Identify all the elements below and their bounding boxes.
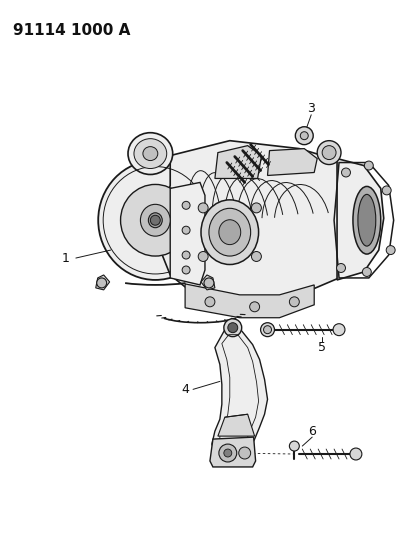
- Circle shape: [182, 226, 190, 234]
- Circle shape: [382, 186, 391, 195]
- Text: 3: 3: [307, 102, 315, 115]
- Ellipse shape: [201, 200, 259, 264]
- Polygon shape: [185, 284, 314, 318]
- Ellipse shape: [98, 160, 213, 280]
- Ellipse shape: [134, 139, 167, 168]
- Ellipse shape: [353, 187, 381, 254]
- Ellipse shape: [148, 213, 162, 228]
- Circle shape: [290, 297, 299, 307]
- Circle shape: [204, 278, 214, 288]
- Circle shape: [363, 268, 371, 277]
- Circle shape: [290, 441, 299, 451]
- Circle shape: [150, 215, 160, 225]
- Polygon shape: [201, 275, 215, 290]
- Ellipse shape: [128, 133, 173, 174]
- Circle shape: [386, 246, 395, 255]
- Ellipse shape: [358, 195, 376, 246]
- Polygon shape: [212, 330, 267, 461]
- Circle shape: [224, 449, 232, 457]
- Circle shape: [322, 146, 336, 159]
- Polygon shape: [215, 146, 261, 179]
- Polygon shape: [267, 149, 317, 175]
- Text: 6: 6: [308, 425, 316, 438]
- Ellipse shape: [121, 184, 190, 256]
- Text: 91114 1000 A: 91114 1000 A: [13, 23, 131, 38]
- Text: 2: 2: [233, 152, 241, 165]
- Circle shape: [182, 266, 190, 274]
- Polygon shape: [218, 414, 255, 436]
- Circle shape: [228, 322, 238, 333]
- Polygon shape: [96, 275, 109, 290]
- Circle shape: [261, 322, 274, 337]
- Circle shape: [342, 168, 350, 177]
- Circle shape: [263, 326, 271, 334]
- Circle shape: [296, 127, 313, 144]
- Circle shape: [239, 447, 251, 459]
- Ellipse shape: [209, 208, 251, 256]
- Text: 1: 1: [62, 252, 70, 264]
- Circle shape: [350, 448, 362, 460]
- Circle shape: [336, 263, 346, 272]
- Circle shape: [250, 302, 259, 312]
- Circle shape: [251, 203, 261, 213]
- Text: 5: 5: [318, 341, 326, 354]
- Circle shape: [182, 201, 190, 209]
- Circle shape: [333, 324, 345, 336]
- Circle shape: [97, 278, 107, 288]
- Circle shape: [251, 252, 261, 262]
- Ellipse shape: [143, 147, 158, 160]
- Polygon shape: [160, 141, 359, 305]
- Circle shape: [300, 132, 308, 140]
- Ellipse shape: [219, 220, 241, 245]
- Text: 4: 4: [181, 383, 189, 396]
- Polygon shape: [210, 437, 255, 467]
- Circle shape: [182, 251, 190, 259]
- Circle shape: [198, 203, 208, 213]
- Circle shape: [317, 141, 341, 165]
- Ellipse shape: [140, 204, 170, 236]
- Circle shape: [205, 297, 215, 307]
- Circle shape: [224, 319, 242, 337]
- Polygon shape: [337, 158, 384, 280]
- Polygon shape: [170, 182, 205, 285]
- Circle shape: [198, 252, 208, 262]
- Circle shape: [365, 161, 373, 170]
- Circle shape: [219, 444, 237, 462]
